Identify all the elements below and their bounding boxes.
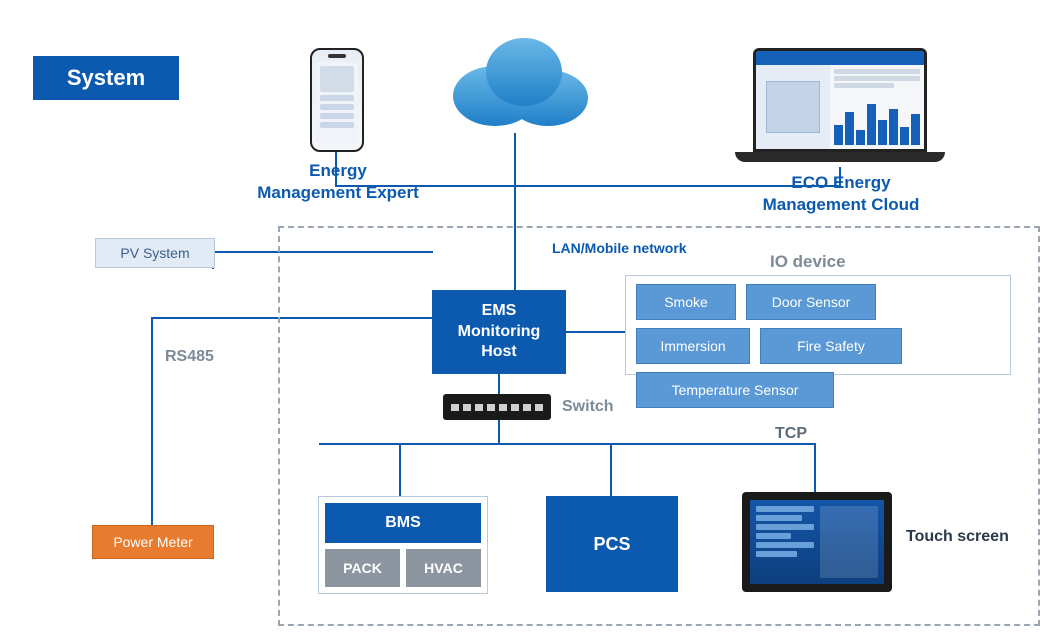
io-device-item: Fire Safety <box>760 328 902 364</box>
io-device-title: IO device <box>770 252 846 272</box>
pv-system-node: PV System <box>95 238 215 268</box>
laptop-icon <box>735 48 945 168</box>
diagram-canvas: System EnergyManagement Expert <box>0 0 1060 639</box>
io-device-item: Door Sensor <box>746 284 876 320</box>
cloud-icon <box>440 24 600 134</box>
bms-node: BMS PACKHVAC <box>318 496 488 594</box>
tcp-label: TCP <box>775 425 807 443</box>
lan-mobile-label: LAN/Mobile network <box>552 240 687 256</box>
bms-sub-item: PACK <box>325 549 400 587</box>
switch-label: Switch <box>562 398 614 416</box>
touch-screen-label: Touch screen <box>906 528 1009 546</box>
laptop-label: ECO EnergyManagement Cloud <box>746 172 936 216</box>
ems-monitoring-host-node: EMSMonitoringHost <box>432 290 566 374</box>
phone-label: EnergyManagement Expert <box>253 160 423 204</box>
pcs-node: PCS <box>546 496 678 592</box>
io-device-item: Immersion <box>636 328 750 364</box>
touch-screen-icon <box>742 492 892 592</box>
smartphone-icon <box>310 48 364 152</box>
io-device-item: Smoke <box>636 284 736 320</box>
bms-sub-item: HVAC <box>406 549 481 587</box>
io-device-grid: Smoke Door Sensor Immersion Fire Safety Temp… <box>636 284 998 408</box>
rs485-label: RS485 <box>165 348 214 366</box>
title-badge: System <box>33 56 179 100</box>
io-device-item: Temperature Sensor <box>636 372 834 408</box>
network-switch-icon <box>443 394 551 420</box>
power-meter-node: Power Meter <box>92 525 214 559</box>
bms-title: BMS <box>325 503 481 543</box>
